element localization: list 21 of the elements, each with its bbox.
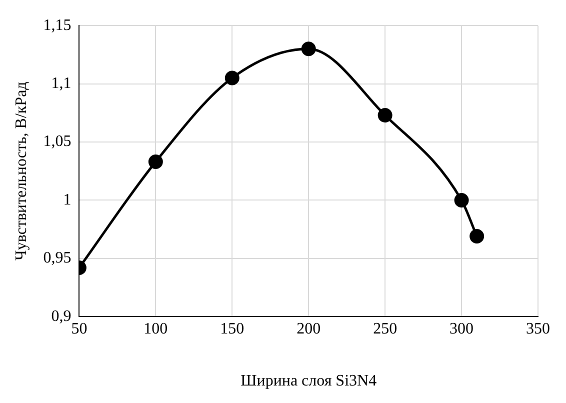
point — [470, 229, 484, 244]
x-tick-label: 50 — [71, 320, 88, 338]
point — [454, 192, 469, 208]
x-tick-label: 100 — [144, 320, 168, 338]
y-tick-label: 1 — [63, 191, 72, 208]
y-axis-title: Чувствительность, В/кРад — [12, 82, 30, 261]
y-tick-label: 0,95 — [43, 250, 72, 267]
x-tick-label: 200 — [296, 320, 321, 338]
x-tick-label: 150 — [220, 320, 244, 338]
x-tick-label: 300 — [450, 320, 474, 338]
point — [301, 42, 316, 56]
x-tick-label: 250 — [373, 320, 398, 338]
point — [148, 154, 163, 170]
y-tick-label: 0,9 — [51, 308, 72, 325]
x-axis-title: Ширина слоя Si3N4 — [240, 372, 377, 390]
y-tick-label: 1,15 — [43, 16, 72, 34]
y-tick-label: 1,05 — [43, 133, 72, 150]
point — [224, 70, 240, 86]
x-tick-label: 350 — [526, 320, 550, 338]
point — [378, 108, 392, 122]
y-tick-label: 1,1 — [51, 75, 72, 92]
